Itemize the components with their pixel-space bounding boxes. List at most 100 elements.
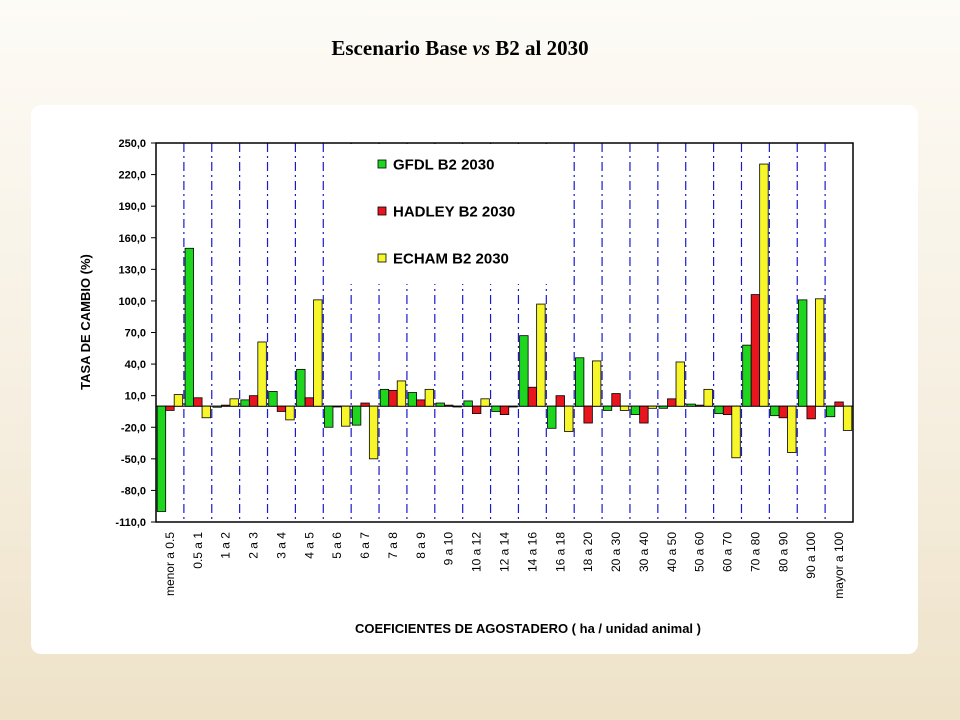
y-tick-label: 100,0 — [118, 296, 146, 308]
y-tick-label: 70,0 — [125, 328, 146, 340]
bar-2 — [276, 405, 287, 412]
bar-3 — [173, 394, 184, 407]
title-part-2: B2 al 2030 — [490, 36, 589, 60]
bar-1 — [574, 357, 585, 407]
bar-2 — [834, 401, 844, 407]
bar-2 — [444, 404, 454, 407]
x-tick-label: 9 a 10 — [442, 532, 456, 566]
title-part-1: Escenario Base — [331, 36, 473, 60]
bar-2 — [555, 395, 565, 407]
bar-2 — [248, 395, 259, 407]
legend-swatch — [377, 253, 387, 263]
bar-1 — [351, 405, 362, 426]
bar-1 — [491, 405, 501, 412]
bar-3 — [229, 398, 239, 407]
legend-swatch — [377, 159, 387, 169]
bar-2 — [193, 397, 203, 407]
x-tick-label: 6 a 7 — [358, 532, 372, 559]
x-tick-label: 20 a 30 — [609, 532, 623, 572]
bar-2 — [778, 405, 788, 419]
legend-label: ECHAM B2 2030 — [393, 251, 509, 268]
bar-3 — [536, 303, 546, 407]
x-tick-label: 12 a 14 — [498, 532, 512, 572]
bar-1 — [714, 405, 724, 414]
x-tick-label: 3 a 4 — [275, 532, 289, 559]
bar-1 — [770, 405, 780, 417]
x-tick-label: 30 a 40 — [637, 532, 651, 572]
bar-2 — [750, 294, 761, 407]
bar-3 — [842, 405, 853, 431]
bar-3 — [480, 398, 490, 407]
bar-1 — [212, 405, 222, 408]
bar-1 — [379, 388, 390, 407]
page-title: Escenario Base vs B2 al 2030 — [0, 36, 920, 61]
title-part-vs: vs — [472, 36, 491, 60]
bar-2 — [360, 402, 370, 407]
x-tick-label: mayor a 100 — [832, 532, 846, 599]
bar-1 — [407, 392, 418, 407]
bar-1 — [602, 405, 613, 411]
bar-2 — [667, 398, 677, 407]
x-tick-label: 18 a 20 — [581, 532, 595, 572]
x-axis-label: COEFICIENTES DE AGOSTADERO ( ha / unidad… — [355, 621, 701, 636]
bar-2 — [388, 389, 398, 407]
bar-1 — [156, 405, 167, 512]
x-tick-label: 80 a 90 — [776, 532, 790, 572]
bar-1 — [184, 247, 194, 407]
x-tick-label: 0.5 a 1 — [191, 532, 205, 569]
bar-3 — [647, 405, 658, 409]
bar-3 — [591, 360, 602, 407]
bar-2 — [639, 405, 649, 424]
x-tick-label: 90 a 100 — [804, 532, 818, 579]
legend: GFDL B2 2030 HADLEY B2 2030 ECHAM B2 2030 — [348, 144, 570, 284]
bar-1 — [519, 335, 529, 407]
x-tick-label: 70 a 80 — [748, 532, 762, 572]
legend-swatch — [377, 206, 387, 216]
bar-3 — [787, 405, 797, 453]
y-tick-label: 190,0 — [118, 201, 146, 213]
bar-3 — [815, 298, 825, 407]
bar-2 — [332, 405, 342, 408]
y-tick-label: 130,0 — [118, 264, 146, 276]
x-tick-label: menor a 0.5 — [163, 532, 177, 596]
bar-1 — [798, 299, 808, 407]
bar-1 — [240, 399, 250, 407]
y-tick-label: 40,0 — [125, 359, 146, 371]
x-tick-label: 40 a 50 — [665, 532, 679, 572]
bar-1 — [686, 403, 696, 407]
bar-1 — [268, 391, 278, 407]
bar-3 — [368, 405, 379, 460]
bar-2 — [806, 405, 816, 420]
bar-3 — [257, 341, 267, 407]
bar-2 — [583, 405, 593, 424]
y-tick-label: 250,0 — [118, 138, 146, 150]
bar-1 — [547, 405, 557, 429]
x-tick-label: 7 a 8 — [386, 532, 400, 559]
bar-3 — [731, 405, 741, 459]
bar-3 — [452, 405, 462, 408]
bar-2 — [611, 393, 621, 407]
bar-2 — [416, 399, 426, 407]
x-tick-label: 60 a 70 — [721, 532, 735, 572]
bar-2 — [527, 386, 538, 407]
bar-3 — [313, 299, 323, 407]
y-tick-label: 220,0 — [118, 170, 146, 182]
bar-2 — [165, 405, 175, 411]
y-tick-label: -80,0 — [121, 485, 146, 497]
x-tick-label: 2 a 3 — [247, 532, 261, 559]
bar-2 — [722, 405, 733, 416]
legend-label: GFDL B2 2030 — [393, 157, 494, 174]
bar-1 — [296, 368, 306, 407]
x-tick-label: 4 a 5 — [302, 532, 316, 559]
bar-3 — [508, 405, 518, 408]
bar-1 — [435, 402, 445, 407]
bar-3 — [619, 405, 630, 411]
bar-3 — [285, 405, 295, 421]
bar-1 — [742, 344, 752, 407]
bar-2 — [499, 405, 510, 416]
x-tick-label: 10 a 12 — [470, 532, 484, 572]
bar-3 — [396, 380, 407, 407]
bar-3 — [564, 405, 574, 432]
bar-2 — [221, 404, 231, 407]
